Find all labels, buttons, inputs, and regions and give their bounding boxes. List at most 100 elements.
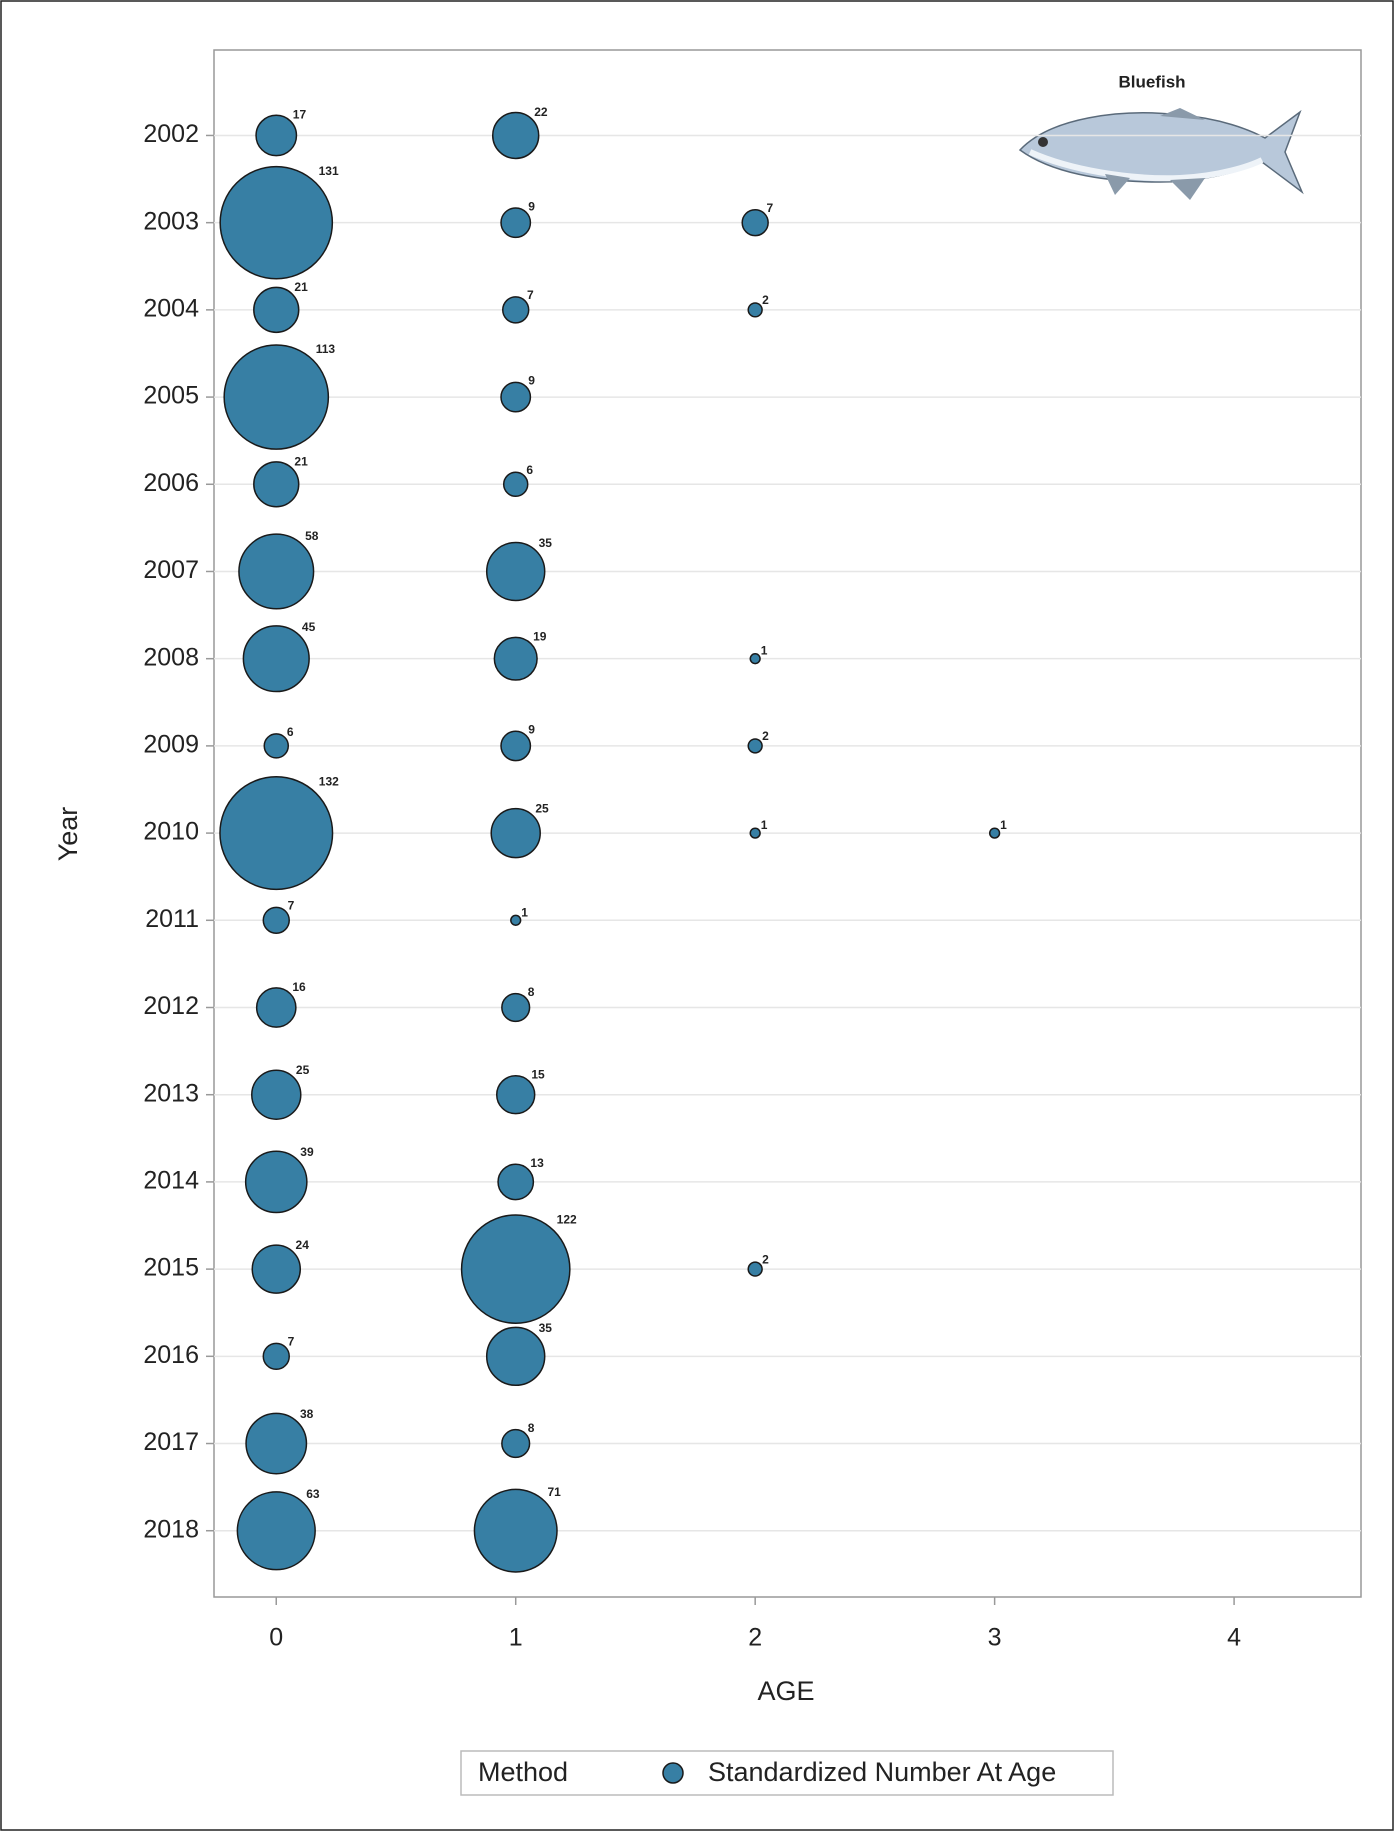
- y-tick-label: 2018: [143, 1515, 199, 1543]
- data-label: 21: [294, 280, 308, 294]
- data-label: 22: [534, 105, 548, 119]
- plot-frame: [213, 49, 1362, 1598]
- data-label: 6: [287, 725, 294, 739]
- y-axis-label: Year: [53, 807, 83, 862]
- data-label: 58: [305, 529, 319, 543]
- bubble: [749, 653, 761, 665]
- bubble: [485, 1326, 546, 1387]
- data-label: 71: [547, 1485, 561, 1499]
- data-label: 2: [762, 1252, 769, 1266]
- fish-illustration: [1018, 108, 1304, 200]
- bubble: [255, 987, 297, 1028]
- data-label: 7: [767, 201, 774, 215]
- bubble: [485, 541, 546, 602]
- y-tick-label: 2005: [143, 382, 199, 410]
- bubble: [500, 207, 532, 239]
- bubble: [502, 296, 530, 324]
- bubble: [501, 1428, 531, 1459]
- y-tick-label: 2008: [143, 643, 199, 671]
- bubble: [749, 827, 761, 839]
- data-label: 9: [528, 723, 535, 737]
- bubble: [242, 625, 310, 693]
- data-label: 113: [316, 342, 336, 356]
- x-tick-label: 4: [1227, 1624, 1241, 1652]
- x-axis-label: AGE: [757, 1676, 814, 1706]
- bubble: [223, 344, 330, 450]
- y-tick-label: 2002: [143, 120, 199, 148]
- data-label: 13: [530, 1156, 544, 1170]
- y-tick-label: 2013: [143, 1079, 199, 1107]
- y-tick-label: 2009: [143, 730, 199, 758]
- legend-title: Method: [478, 1757, 568, 1787]
- data-label: 122: [557, 1212, 577, 1226]
- bubble: [263, 733, 290, 759]
- data-label: 21: [294, 454, 308, 468]
- bubble: [747, 1261, 763, 1277]
- bubble: [473, 1488, 558, 1573]
- data-label: 15: [531, 1068, 545, 1082]
- y-tick-label: 2011: [145, 905, 199, 933]
- y-tick-label: 2003: [143, 207, 199, 235]
- y-tick-label: 2015: [143, 1254, 199, 1282]
- y-tick-label: 2012: [143, 992, 199, 1020]
- y-tick-label: 2006: [143, 469, 199, 497]
- data-label: 24: [296, 1238, 310, 1252]
- bubble: [490, 807, 541, 859]
- annotation: Bluefish: [1118, 72, 1185, 91]
- legend-label: Standardized Number At Age: [708, 1757, 1056, 1787]
- data-label: 8: [528, 985, 535, 999]
- bubble: [219, 776, 334, 891]
- data-label: 131: [319, 164, 339, 178]
- data-label: 6: [526, 463, 533, 477]
- data-label: 38: [300, 1407, 314, 1421]
- bubble: [245, 1412, 308, 1475]
- x-tick-label: 1: [509, 1624, 523, 1652]
- bubble: [253, 461, 300, 508]
- data-label: 2: [762, 293, 769, 307]
- y-tick-label: 2014: [143, 1167, 199, 1195]
- data-label: 2: [762, 729, 769, 743]
- x-tick-label: 2: [748, 1624, 762, 1652]
- legend-box: [460, 1750, 1114, 1796]
- bubble: [255, 114, 298, 157]
- bubble: [747, 302, 763, 318]
- data-label: 9: [528, 374, 535, 388]
- bubble: [495, 1074, 536, 1115]
- data-label: 39: [300, 1145, 314, 1159]
- data-label: 7: [288, 898, 295, 912]
- bubble: [493, 636, 538, 681]
- bubble: [251, 1069, 302, 1120]
- bubble: [502, 471, 529, 498]
- bubble: [741, 208, 769, 237]
- x-tick-label: 0: [269, 1624, 283, 1652]
- data-label: 1: [1000, 818, 1007, 832]
- bubble: [491, 111, 540, 160]
- bubble: [251, 1244, 302, 1294]
- bubble: [238, 533, 315, 610]
- x-tick-label: 3: [988, 1624, 1002, 1652]
- legend-marker: [662, 1762, 684, 1784]
- bubble: [262, 1342, 290, 1371]
- data-label: 1: [521, 905, 528, 919]
- bubble: [497, 1163, 535, 1201]
- bubble: [988, 827, 1001, 839]
- bubble: [500, 730, 532, 762]
- bubble: [501, 992, 531, 1023]
- data-label: 45: [302, 620, 316, 634]
- data-label: 1: [761, 644, 768, 658]
- bubble: [747, 738, 763, 754]
- data-label: 25: [296, 1063, 310, 1077]
- y-tick-label: 2010: [143, 818, 199, 846]
- bubble: [236, 1491, 316, 1571]
- bubble: [253, 286, 300, 334]
- data-label: 1: [761, 818, 768, 832]
- bubble: [219, 165, 334, 280]
- bubble: [500, 381, 532, 413]
- bubble: [460, 1214, 571, 1324]
- y-tick-label: 2007: [143, 556, 199, 584]
- data-label: 35: [539, 1321, 553, 1335]
- data-label: 25: [535, 801, 549, 815]
- y-tick-label: 2016: [143, 1341, 199, 1369]
